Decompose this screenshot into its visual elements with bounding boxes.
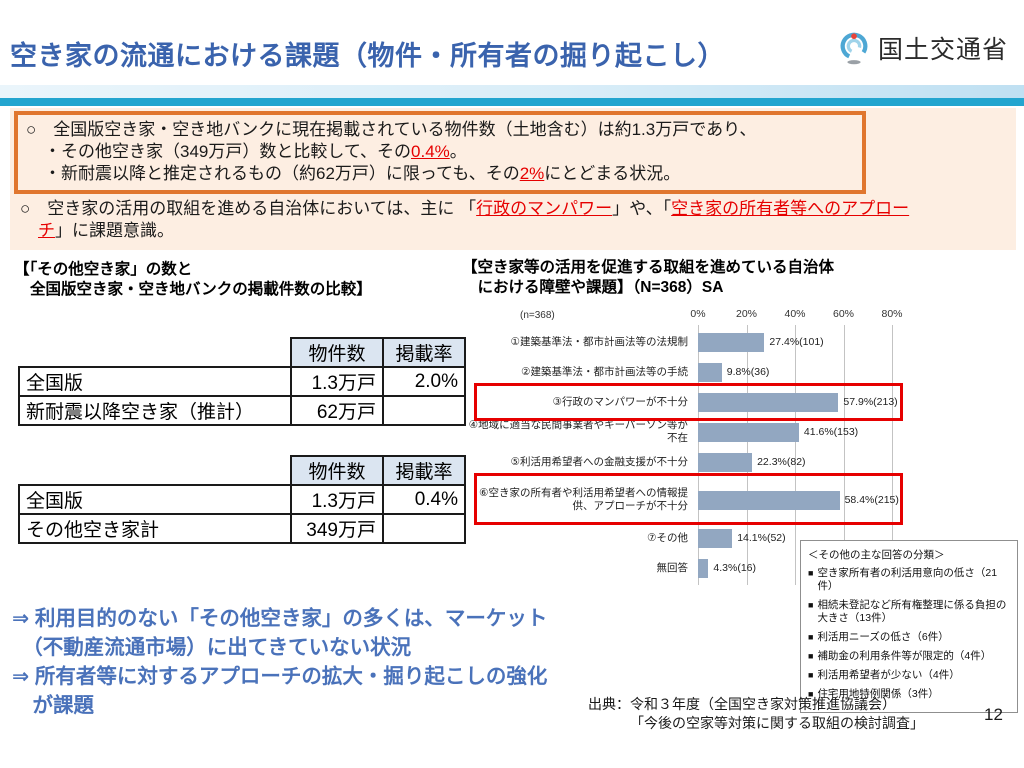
bar-chart: (n=368) 0% 20% 40% 60% 80% ①建築基準法・都市計画法等… xyxy=(460,307,1020,587)
comparison-table-2: 物件数 掲載率 全国版 1.3万戸 0.4% その他空き家計 349万戸 xyxy=(18,455,466,544)
intro-line-1: ○ 全国版空き家・空き地バンクに現在掲載されている物件数（土地含む）は約1.3万… xyxy=(26,120,757,139)
table-row: その他空き家計 349万戸 xyxy=(18,513,466,544)
legend-item: ■ 利活用希望者が少ない（4件） xyxy=(808,669,960,681)
axis-tick: 80% xyxy=(881,308,903,320)
chart-row: ①建築基準法・都市計画法等の法規制 27.4%(101) xyxy=(460,327,1020,357)
table-header-row: 物件数 掲載率 xyxy=(19,455,466,486)
chart-row: ⑥空き家の所有者や利活用希望者への情報提供、アプローチが不十分 58.4%(21… xyxy=(479,487,899,512)
ministry-name: 国土交通省 xyxy=(877,36,1008,64)
table-row: 全国版 1.3万戸 0.4% xyxy=(18,484,466,515)
bar xyxy=(698,332,765,352)
chart-row: ④地域に適当な民間事業者やキーパーソン等が不在 41.6%(153) xyxy=(468,419,859,444)
axis-tick: 40% xyxy=(784,308,806,320)
gridline xyxy=(795,325,796,585)
intro-box: ○ 全国版空き家・空き地バンクに現在掲載されている物件数（土地含む）は約1.3万… xyxy=(10,108,1016,250)
gridline xyxy=(843,325,845,585)
header-band-cyan xyxy=(0,98,1024,106)
intro-line-2: ・その他空き家（349万戸）数と比較して、その0.4%。 xyxy=(44,142,467,161)
legend-item: ■ 住宅用地特例関係（3件） xyxy=(808,688,939,700)
chart-row: ③行政のマンパワーが不十分 57.9%(213) xyxy=(460,387,1020,417)
intro-bullet-2: ○ 空き家の活用の取組を進める自治体においては、主に 「行政のマンパワー」や、「… xyxy=(20,198,1006,242)
table-row: 全国版 1.3万戸 2.0% xyxy=(18,366,466,397)
bar xyxy=(698,392,839,412)
intro-line-4: ○ 空き家の活用の取組を進める自治体においては、主に 「行政のマンパワー」や、「… xyxy=(20,199,910,218)
red-phrase-approach: 空き家の所有者等へのアプロー xyxy=(671,199,910,218)
chart-row: ⑦その他 14.1%(52) xyxy=(460,523,1020,553)
red-phrase-manpower: 行政のマンパワー xyxy=(476,199,613,218)
square-bullet-icon: ■ xyxy=(808,600,814,610)
chart-row: ②建築基準法・都市計画法等の手続 9.8%(36) xyxy=(460,357,1020,387)
square-bullet-icon: ■ xyxy=(808,670,814,680)
gridline xyxy=(892,325,893,585)
highlight-red-box-manpower xyxy=(474,383,903,421)
page-number: 12 xyxy=(984,705,1003,724)
col-header-bukkensu: 物件数 xyxy=(290,337,384,368)
comparison-table-1: 物件数 掲載率 全国版 1.3万戸 2.0% 新耐震以降空き家（推計） 62万戸 xyxy=(18,337,466,426)
chart-rows: ①建築基準法・都市計画法等の法規制 27.4%(101) ②建築基準法・都市計画… xyxy=(460,327,1020,583)
table-header-row: 物件数 掲載率 xyxy=(19,337,466,368)
intro-line-3: ・新耐震以降と推定されるもの（約62万戸）に限っても、その2%にとどまる状況。 xyxy=(44,164,681,183)
bar xyxy=(698,362,722,382)
square-bullet-icon: ■ xyxy=(808,689,814,699)
highlight-red-box-approach xyxy=(474,473,903,525)
mlit-logo-icon xyxy=(840,32,868,65)
col-header-keisairitsu: 掲載率 xyxy=(382,337,466,368)
bar xyxy=(698,422,799,442)
sample-size-label: (n=368) xyxy=(520,310,555,321)
left-section-heading: 【「その他空き家」の数と 全国版空き家・空き地バンクの掲載件数の比較】 xyxy=(14,261,372,298)
other-answers-legend: ＜その他の主な回答の分類＞ ■ 空き家所有者の利活用意向の低さ（21件） ■ 相続未… xyxy=(800,540,1018,713)
red-stat-2pct: 2% xyxy=(519,164,545,183)
ministry-logo: 国土交通省 xyxy=(837,30,1008,66)
source-citation: 出典：令和３年度（全国空き家対策推進協議会） 「今後の空家等対策に関する取組の検… xyxy=(588,696,924,731)
chart-axis: (n=368) 0% 20% 40% 60% 80% xyxy=(460,307,1020,325)
legend-item: ■ 相続未登記など所有権整理に係る負担の大きさ（13件） xyxy=(808,599,1007,624)
red-stat-0-4pct: 0.4% xyxy=(411,142,450,161)
bar xyxy=(698,490,840,510)
chart-section-heading: 【空き家等の活用を促進する取組を進めている自治体 における障壁や課題】（N=36… xyxy=(462,259,835,296)
bar xyxy=(698,528,733,548)
axis-tick: 20% xyxy=(735,308,757,320)
highlight-border-box: ○ 全国版空き家・空き地バンクに現在掲載されている物件数（土地含む）は約1.3万… xyxy=(14,111,866,194)
intro-line-5: チ」に課題意識。 xyxy=(38,221,174,240)
legend-title: ＜その他の主な回答の分類＞ xyxy=(808,549,945,561)
bar xyxy=(698,558,709,578)
header-band-light xyxy=(0,85,1024,98)
square-bullet-icon: ■ xyxy=(808,651,814,661)
legend-item: ■ 補助金の利用条件等が限定的（4件） xyxy=(808,650,992,662)
conclusion-text: ⇒ 利用目的のない「その他空き家」の多くは、マーケット （不動産流通市場）に出て… xyxy=(12,607,548,717)
axis-tick: 60% xyxy=(832,308,854,320)
col-header-bukkensu: 物件数 xyxy=(290,455,384,486)
chart-row: ⑤利活用希望者への金融支援が不十分 22.3%(82) xyxy=(460,447,1020,477)
bar xyxy=(698,452,753,472)
square-bullet-icon: ■ xyxy=(808,632,814,642)
col-header-keisairitsu: 掲載率 xyxy=(382,455,466,486)
legend-item: ■ 利活用ニーズの低さ（6件） xyxy=(808,631,949,643)
page-title: 空き家の流通における課題（物件・所有者の掘り起こし） xyxy=(10,41,725,71)
chart-row: 無回答 4.3%(16) xyxy=(460,553,1020,583)
axis-tick: 0% xyxy=(690,308,706,320)
legend-item: ■ 空き家所有者の利活用意向の低さ（21件） xyxy=(808,567,998,592)
square-bullet-icon: ■ xyxy=(808,568,814,578)
table-row: 新耐震以降空き家（推計） 62万戸 xyxy=(18,395,466,426)
